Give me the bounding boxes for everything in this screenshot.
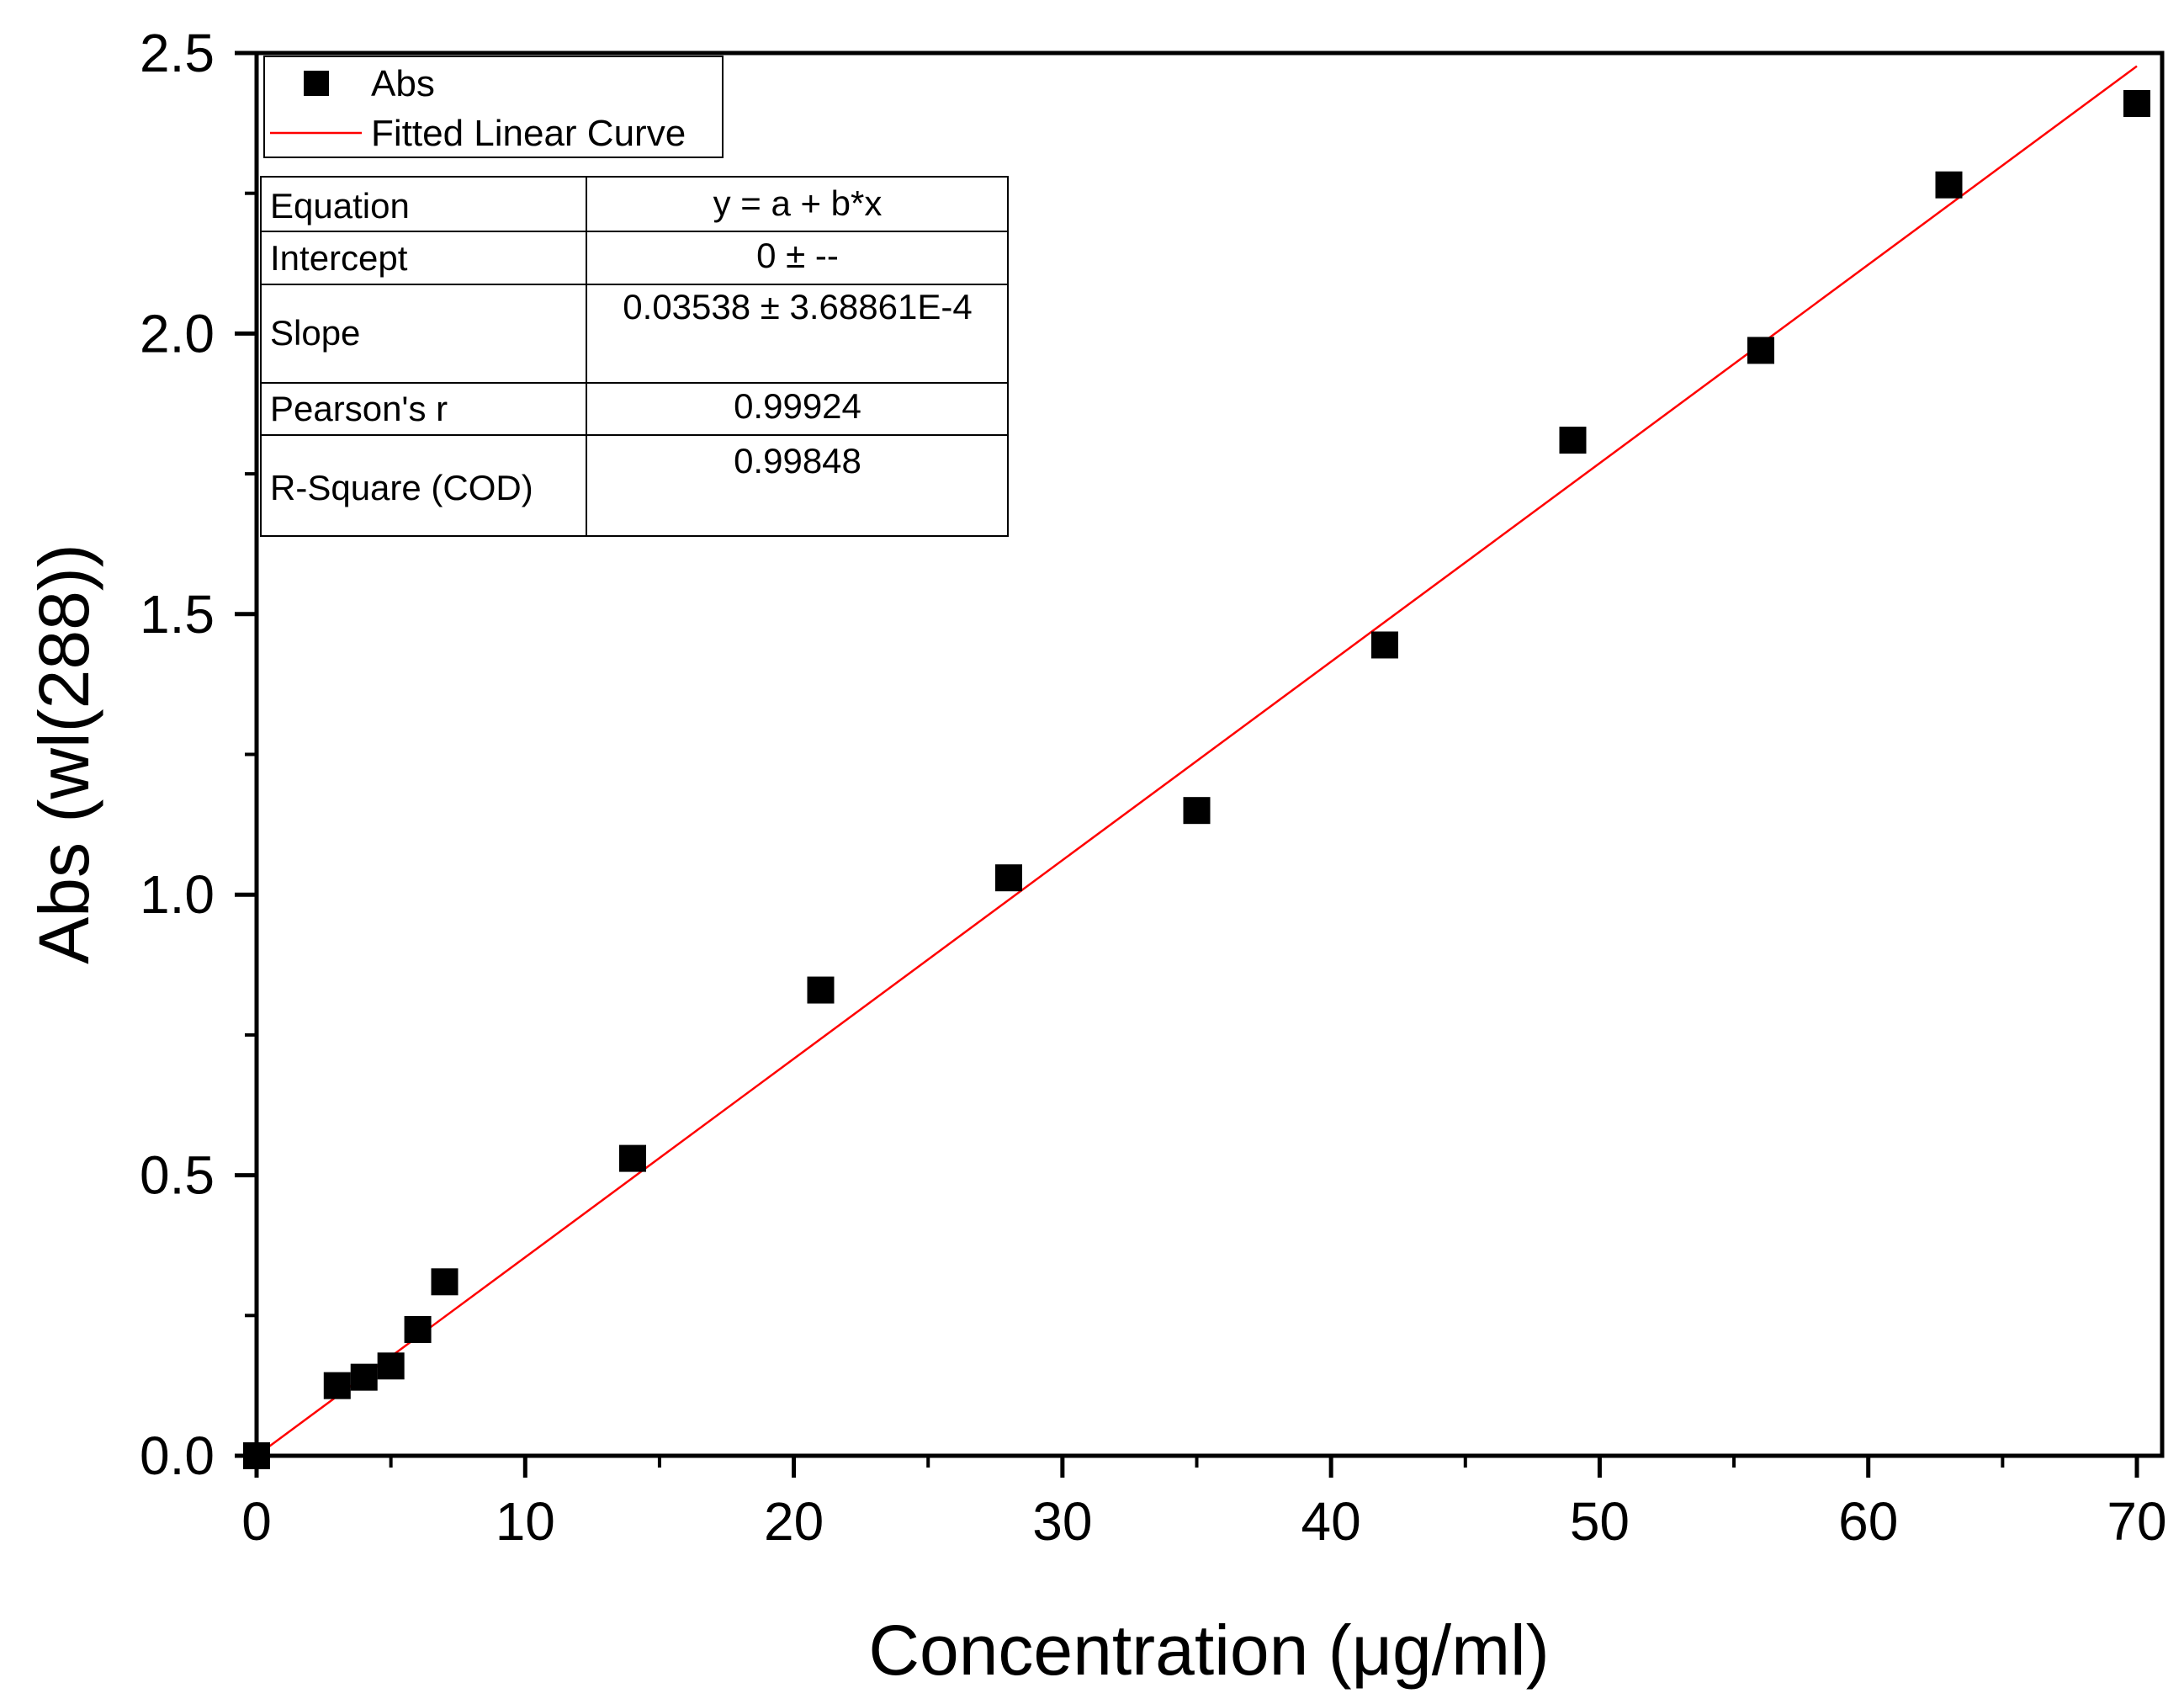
table-value-pearson: 0.99924: [734, 386, 861, 426]
abs-data-points: [243, 90, 2150, 1469]
table-border: [260, 176, 1009, 537]
y-tick-label: 1.5: [140, 584, 215, 645]
legend-abs-label: Abs: [371, 63, 435, 104]
table-label-r-square: R-Square (COD): [270, 468, 533, 507]
legend-box: [263, 56, 724, 158]
data-point: [350, 1363, 378, 1391]
y-axis: 0.0 0.5 1.0 1.5 2.0 2.5: [140, 23, 257, 1486]
data-point: [619, 1144, 646, 1172]
y-tick-label: 2.0: [140, 303, 215, 364]
legend: Abs Fitted Linear Curve: [263, 56, 724, 158]
legend-abs-marker: [304, 71, 329, 96]
data-point: [2123, 90, 2150, 118]
data-point: [1371, 631, 1398, 659]
x-tick-label: 70: [2107, 1491, 2166, 1552]
data-point: [323, 1372, 351, 1399]
fit-results-table: Equation y = a + b*x Intercept 0 ± -- Sl…: [260, 176, 1009, 537]
data-point: [431, 1268, 459, 1296]
legend-fit-label: Fitted Linear Curve: [371, 113, 686, 154]
table-label-intercept: Intercept: [270, 238, 408, 278]
data-point: [1183, 797, 1211, 825]
y-tick-label: 0.0: [140, 1425, 215, 1486]
data-point: [995, 864, 1022, 892]
data-point: [404, 1315, 432, 1343]
table-value-slope: 0.03538 ± 3.68861E-4: [623, 287, 972, 326]
x-axis: 0 10 20 30 40 50 60 70: [241, 1456, 2167, 1552]
table-value-equation: y = a + b*x: [713, 183, 883, 223]
data-point: [807, 976, 835, 1004]
y-tick-label: 2.5: [140, 23, 215, 83]
table-label-slope: Slope: [270, 313, 360, 353]
x-tick-label: 10: [496, 1491, 555, 1552]
table-value-r-square: 0.99848: [734, 441, 861, 480]
data-point: [377, 1352, 405, 1380]
x-tick-label: 40: [1301, 1491, 1361, 1552]
x-axis-title: Concentration (μg/ml): [868, 1611, 1549, 1690]
data-point: [1747, 337, 1774, 364]
x-tick-label: 30: [1032, 1491, 1092, 1552]
x-tick-label: 60: [1838, 1491, 1898, 1552]
fitted-linear-curve: [256, 65, 2138, 1457]
y-axis-title: Abs (wl(288)): [24, 544, 103, 963]
y-tick-label: 0.5: [140, 1145, 215, 1206]
y-tick-label: 1.0: [140, 864, 215, 925]
table-value-intercept: 0 ± --: [756, 236, 839, 275]
x-tick-label: 50: [1570, 1491, 1630, 1552]
data-point: [1935, 171, 1963, 199]
data-point: [1559, 427, 1587, 454]
x-tick-label: 0: [241, 1491, 272, 1552]
table-label-equation: Equation: [270, 186, 410, 226]
table-label-pearson: Pearson's r: [270, 389, 448, 428]
x-tick-label: 20: [764, 1491, 824, 1552]
data-point: [243, 1442, 270, 1469]
